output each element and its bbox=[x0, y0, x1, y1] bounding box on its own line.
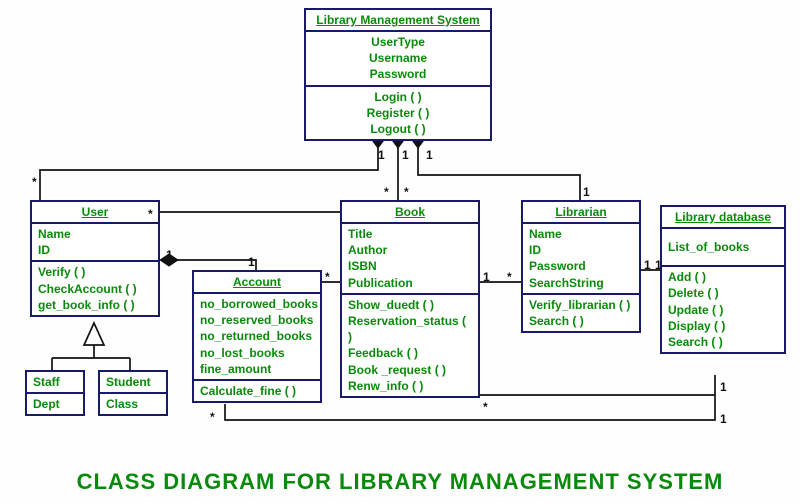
class-title: Library Management System bbox=[306, 10, 490, 32]
diagram-caption: CLASS DIAGRAM FOR LIBRARY MANAGEMENT SYS… bbox=[0, 469, 800, 495]
attrs: no_borrowed_books no_reserved_books no_r… bbox=[194, 294, 320, 381]
multiplicity-label: 1 bbox=[378, 148, 385, 162]
multiplicity-label: 1 bbox=[248, 255, 255, 269]
multiplicity-label: 1 bbox=[166, 248, 173, 262]
ops: Dept bbox=[27, 394, 83, 414]
ops: Add ( ) Delete ( ) Update ( ) Display ( … bbox=[662, 267, 784, 352]
multiplicity-label: 1 bbox=[426, 148, 433, 162]
multiplicity-label: * bbox=[32, 175, 37, 189]
class-lms: Library Management System UserType Usern… bbox=[304, 8, 492, 141]
multiplicity-label: 1 bbox=[720, 412, 727, 426]
ops: Login ( ) Register ( ) Logout ( ) bbox=[306, 87, 490, 140]
ops: Class bbox=[100, 394, 166, 414]
class-staff: Staff Dept bbox=[25, 370, 85, 416]
ops: Verify ( ) CheckAccount ( ) get_book_inf… bbox=[32, 262, 158, 315]
multiplicity-label: * bbox=[483, 400, 488, 414]
multiplicity-label: 1 bbox=[583, 185, 590, 199]
multiplicity-label: 1 bbox=[644, 258, 651, 272]
multiplicity-label: * bbox=[148, 207, 153, 221]
multiplicity-label: * bbox=[325, 270, 330, 284]
class-title: User bbox=[32, 202, 158, 224]
ops: Show_duedt ( ) Reservation_status ( ) Fe… bbox=[342, 295, 478, 396]
multiplicity-label: * bbox=[507, 270, 512, 284]
class-account: Account no_borrowed_books no_reserved_bo… bbox=[192, 270, 322, 403]
attrs: Name ID bbox=[32, 224, 158, 262]
multiplicity-label: 1 bbox=[655, 258, 662, 272]
ops: Verify_librarian ( ) Search ( ) bbox=[523, 295, 639, 331]
multiplicity-label: 1 bbox=[720, 380, 727, 394]
class-libdb: Library database List_of_books Add ( ) D… bbox=[660, 205, 786, 354]
multiplicity-label: 1 bbox=[483, 270, 490, 284]
attrs: Name ID Password SearchString bbox=[523, 224, 639, 295]
multiplicity-label: 1 bbox=[402, 148, 409, 162]
multiplicity-label: * bbox=[404, 185, 409, 199]
class-user: User Name ID Verify ( ) CheckAccount ( )… bbox=[30, 200, 160, 317]
class-librarian: Librarian Name ID Password SearchString … bbox=[521, 200, 641, 333]
ops: Calculate_fine ( ) bbox=[194, 381, 320, 401]
class-title: Account bbox=[194, 272, 320, 294]
multiplicity-label: * bbox=[210, 410, 215, 424]
class-student: Student Class bbox=[98, 370, 168, 416]
multiplicity-label: * bbox=[384, 185, 389, 199]
attrs: Title Author ISBN Publication bbox=[342, 224, 478, 295]
class-title: Book bbox=[342, 202, 478, 224]
class-title: Library database bbox=[662, 207, 784, 229]
class-title: Librarian bbox=[523, 202, 639, 224]
attrs: Staff bbox=[27, 372, 83, 394]
class-book: Book Title Author ISBN Publication Show_… bbox=[340, 200, 480, 398]
attrs: Student bbox=[100, 372, 166, 394]
attrs: List_of_books bbox=[662, 229, 784, 267]
attrs: UserType Username Password bbox=[306, 32, 490, 87]
